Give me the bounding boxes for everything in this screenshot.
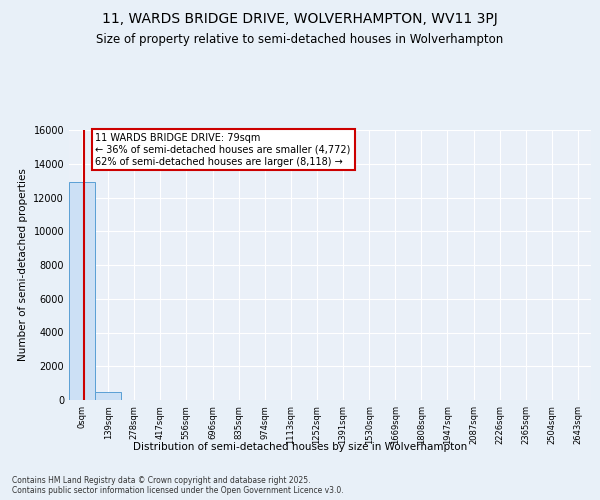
Bar — [95, 392, 121, 400]
Text: Distribution of semi-detached houses by size in Wolverhampton: Distribution of semi-detached houses by … — [133, 442, 467, 452]
Text: 11, WARDS BRIDGE DRIVE, WOLVERHAMPTON, WV11 3PJ: 11, WARDS BRIDGE DRIVE, WOLVERHAMPTON, W… — [102, 12, 498, 26]
Text: Size of property relative to semi-detached houses in Wolverhampton: Size of property relative to semi-detach… — [97, 32, 503, 46]
Bar — [69, 182, 95, 400]
Y-axis label: Number of semi-detached properties: Number of semi-detached properties — [18, 168, 28, 362]
Text: Contains HM Land Registry data © Crown copyright and database right 2025.
Contai: Contains HM Land Registry data © Crown c… — [12, 476, 344, 495]
Text: 11 WARDS BRIDGE DRIVE: 79sqm
← 36% of semi-detached houses are smaller (4,772)
6: 11 WARDS BRIDGE DRIVE: 79sqm ← 36% of se… — [95, 134, 351, 166]
